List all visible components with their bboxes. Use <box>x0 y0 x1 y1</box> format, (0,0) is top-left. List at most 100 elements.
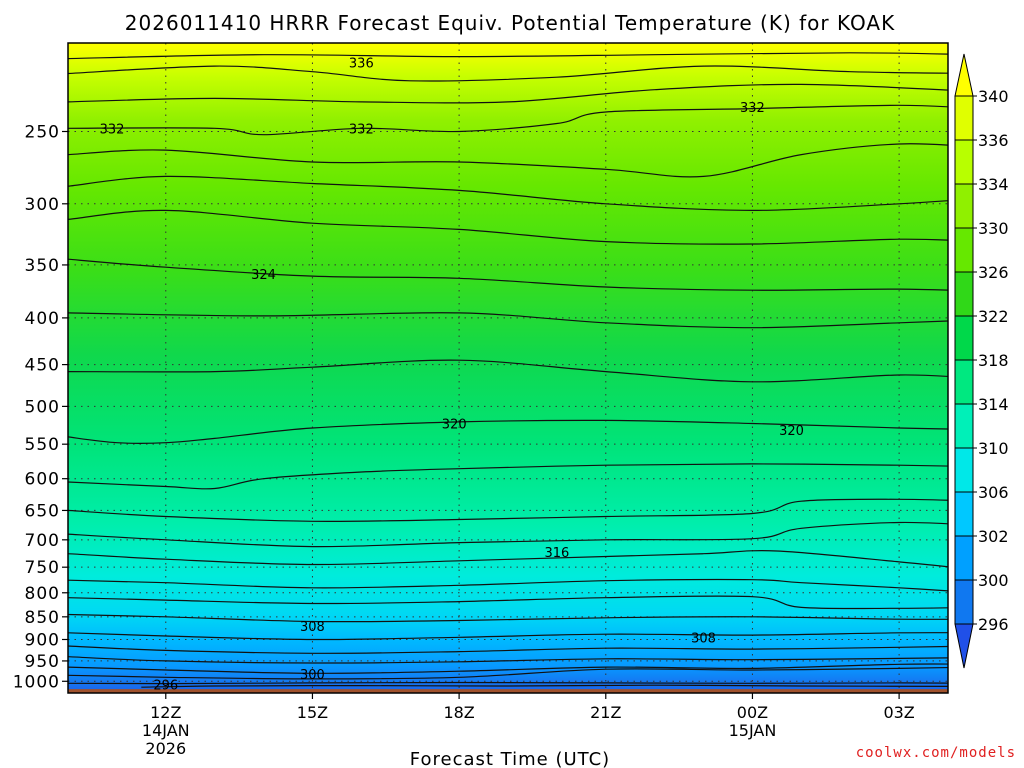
contour-line-c2 <box>141 684 948 688</box>
contour-line-c13 <box>68 498 948 522</box>
x-tick-label: 18Z <box>443 703 474 722</box>
colorbar-label: 302 <box>978 527 1009 546</box>
colorbar-segment <box>954 403 974 449</box>
contour-line-c24 <box>68 65 948 82</box>
colorbar-segment <box>954 271 974 317</box>
credit-text: coolwx.com/models <box>856 745 1016 761</box>
y-tick-label: 400 <box>25 309 60 329</box>
contour-line-c25 <box>68 52 948 60</box>
contour-label-text: 316 <box>544 546 569 561</box>
contour-line-c6 <box>68 645 948 654</box>
contour-label-text: 332 <box>349 122 374 137</box>
x-tick-label: 12Z <box>150 703 181 722</box>
contour-line-c4 <box>68 663 948 674</box>
colorbar-label: 314 <box>978 395 1009 414</box>
contour-line-c5 <box>68 656 948 664</box>
contour-label-text: 332 <box>100 122 125 137</box>
x-axis-label: Forecast Time (UTC) <box>410 749 610 768</box>
colorbar-top-arrow <box>954 53 974 97</box>
contour-label-text: 300 <box>300 668 325 683</box>
y-tick-label: 1000 <box>13 672 60 692</box>
y-tick-label: 700 <box>25 531 60 551</box>
colorbar-segment <box>954 491 974 537</box>
contour-label-text: 324 <box>251 268 276 283</box>
contour-label: 316 <box>544 546 569 561</box>
x-tick-label: 00Z <box>737 703 768 722</box>
colorbar-label: 334 <box>978 175 1009 194</box>
contour-label: 336 <box>349 56 374 71</box>
contour-label-text: 308 <box>300 620 325 635</box>
y-axis: 2503003504004505005506006507007508008509… <box>13 122 68 692</box>
x-tick-label: 21Z <box>590 703 621 722</box>
contour-label: 296 <box>153 678 178 693</box>
contour-line-c11 <box>68 550 948 568</box>
x-tick-year: 2026 <box>145 739 186 758</box>
y-tick-label: 800 <box>25 584 60 604</box>
field-fill <box>68 43 948 693</box>
colorbar-segment <box>954 95 974 141</box>
colorbar-segment <box>954 227 974 273</box>
contour-label-text: 296 <box>153 678 178 693</box>
contour-label-text: 336 <box>349 56 374 71</box>
y-tick-label: 450 <box>25 356 60 376</box>
y-tick-label: 500 <box>25 397 60 417</box>
contour-line-c15 <box>68 419 948 444</box>
y-tick-label: 250 <box>25 122 60 142</box>
x-tick-date: 15JAN <box>729 721 777 740</box>
contour-line-c17 <box>68 312 948 329</box>
colorbar-label: 330 <box>978 219 1009 238</box>
colorbar-segment <box>954 139 974 185</box>
contour-label: 332 <box>740 101 765 116</box>
colorbar-segment <box>954 579 974 625</box>
y-tick-label: 350 <box>25 256 60 276</box>
y-tick-label: 750 <box>25 558 60 578</box>
contour-line-c18 <box>68 258 948 291</box>
x-tick-label: 15Z <box>297 703 328 722</box>
contour-label: 320 <box>442 417 467 432</box>
colorbar-segment <box>954 315 974 361</box>
x-tick-label: 03Z <box>883 703 914 722</box>
contour-label: 320 <box>779 424 804 439</box>
contour-line-c1 <box>68 681 948 685</box>
colorbar-segment <box>954 183 974 229</box>
contour-line-c3 <box>68 667 948 680</box>
contour-label-text: 320 <box>779 424 804 439</box>
contour-line-c23 <box>68 83 948 104</box>
plot-area: 336 332 332 332 324 320 320 316 308 308 300 296 <box>67 42 949 694</box>
plot-frame <box>67 42 949 694</box>
contour-line-c22 <box>68 104 948 136</box>
contour-label: 332 <box>100 122 125 137</box>
colorbar-segment <box>954 535 974 581</box>
contour-line-c9 <box>68 595 948 610</box>
contour-line-c16 <box>68 359 948 383</box>
contour-line-c21 <box>68 143 948 178</box>
contour-line-c20 <box>68 175 948 212</box>
chart-title: 2026011410 HRRR Forecast Equiv. Potentia… <box>125 11 895 35</box>
colorbar-label: 310 <box>978 439 1009 458</box>
x-tick-date: 14JAN <box>142 721 190 740</box>
contour-label: 324 <box>251 268 276 283</box>
colorbar-bottom-arrow <box>954 623 974 669</box>
contour-line-c12 <box>68 521 948 548</box>
y-tick-label: 650 <box>25 501 60 521</box>
colorbar-label: 318 <box>978 351 1009 370</box>
y-tick-label: 550 <box>25 435 60 455</box>
contour-label: 308 <box>300 620 325 635</box>
contour-line-c8 <box>68 613 948 623</box>
contour-label: 300 <box>300 668 325 683</box>
contour-label-text: 308 <box>691 631 716 646</box>
colorbar-label: 296 <box>978 615 1009 634</box>
y-tick-label: 600 <box>25 470 60 490</box>
colorbar-label: 326 <box>978 263 1009 282</box>
contour-line-c7 <box>68 632 948 641</box>
ground-band <box>68 689 948 693</box>
y-tick-label: 300 <box>25 195 60 215</box>
contour-line-c19 <box>68 209 948 245</box>
colorbar: 340 336 334 330 326 322 318 314 310 306 302 300 296 <box>954 53 1009 669</box>
colorbar-label: 322 <box>978 307 1009 326</box>
contour-label: 308 <box>691 631 716 646</box>
contour-label-text: 320 <box>442 417 467 432</box>
colorbar-label: 306 <box>978 483 1009 502</box>
